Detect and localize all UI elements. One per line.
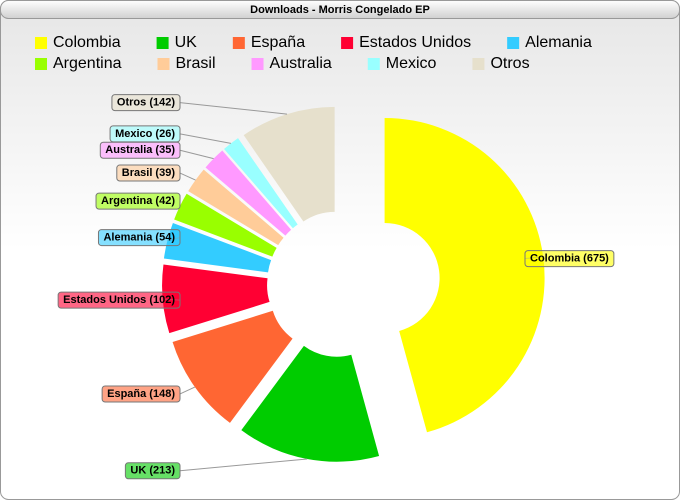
legend-swatch	[156, 37, 169, 49]
legend-swatch	[507, 37, 520, 49]
data-label-box	[524, 250, 615, 268]
data-label-box	[97, 229, 181, 247]
data-label-box	[95, 192, 181, 210]
data-label-box	[116, 164, 181, 182]
slice	[224, 138, 298, 229]
chart-title: Downloads - Morris Congelado EP	[250, 4, 430, 16]
data-label: Mexico (26)	[115, 128, 175, 140]
slice	[172, 310, 293, 423]
leader-line	[179, 102, 288, 115]
legend-label: Otros	[490, 55, 529, 72]
legend-label: Mexico	[386, 55, 437, 72]
legend-swatch	[341, 37, 354, 49]
data-label: Otros (142)	[117, 97, 175, 109]
data-label: Alemania (54)	[103, 231, 175, 243]
legend-swatch	[232, 37, 245, 49]
legend-swatch	[157, 58, 170, 70]
data-label: UK (213)	[130, 465, 175, 477]
data-label: Brasil (39)	[122, 167, 176, 179]
slice	[174, 193, 277, 257]
legend-swatch	[251, 58, 264, 70]
leader-line	[179, 149, 214, 160]
leader-line	[179, 386, 196, 395]
legend-label: Estados Unidos	[359, 34, 471, 51]
leader-line	[179, 172, 196, 181]
legend-label: Australia	[270, 55, 332, 72]
data-label-box	[101, 385, 181, 403]
legend-label: UK	[175, 34, 198, 51]
data-label: Australia (35)	[105, 144, 175, 156]
slice	[188, 169, 284, 246]
legend-swatch	[367, 58, 380, 70]
slice	[205, 150, 292, 236]
slice	[163, 222, 272, 273]
data-label-box	[124, 462, 181, 480]
legend-swatch	[472, 58, 485, 70]
legend-swatch	[35, 58, 47, 70]
data-label-box	[109, 125, 181, 143]
leader-line	[179, 133, 231, 144]
data-label: Estados Unidos (102)	[63, 294, 175, 306]
slice	[162, 264, 270, 334]
legend-label: Brasil	[176, 55, 216, 72]
slice	[241, 345, 380, 462]
data-label: Argentina (42)	[101, 195, 175, 207]
legend-label: Colombia	[53, 34, 121, 51]
slice	[243, 106, 335, 222]
legend-swatch	[35, 37, 47, 49]
legend-label: Alemania	[525, 34, 592, 51]
data-label-box	[111, 94, 181, 112]
legend-label: España	[251, 34, 305, 51]
legend-label: Argentina	[53, 55, 122, 72]
slice	[384, 117, 545, 433]
leader-line	[179, 458, 308, 472]
data-label: Colombia (675)	[530, 253, 609, 265]
data-label-box	[57, 291, 181, 309]
data-label: España (148)	[107, 388, 175, 400]
